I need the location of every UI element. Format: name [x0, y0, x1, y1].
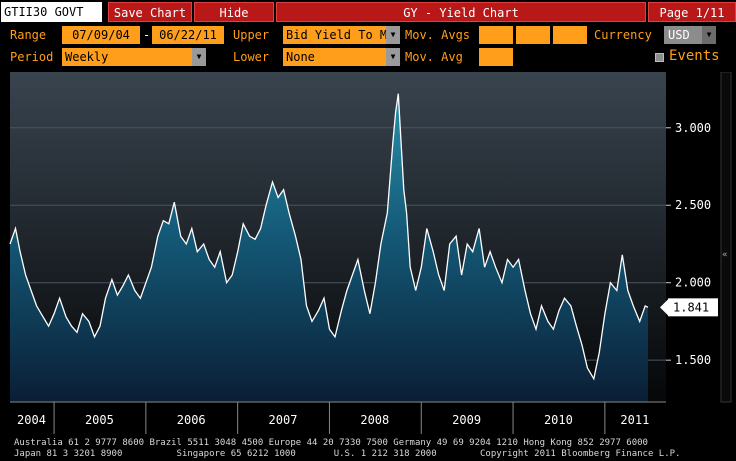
x-tick-label: 2005: [85, 413, 114, 427]
period-label: Period: [10, 50, 54, 64]
upper-dropdown-arrow-icon[interactable]: ▼: [386, 26, 400, 44]
mov-avg-field-2[interactable]: [516, 26, 550, 44]
period-dropdown-arrow-icon[interactable]: ▼: [192, 48, 206, 66]
y-tick-label: 1.500: [675, 353, 711, 367]
events-label: Events: [669, 48, 720, 64]
lower-label: Lower: [233, 50, 270, 64]
x-tick-label: 2011: [620, 413, 649, 427]
footer: Australia 61 2 9777 8600 Brazil 5511 304…: [0, 437, 736, 461]
top-bar: GTII30 GOVT Save Chart Hide GY - Yield C…: [0, 2, 736, 22]
scrollbar-track: [720, 72, 732, 403]
lower-dropdown-arrow-icon[interactable]: ▼: [386, 48, 400, 66]
mov-avg-field-3[interactable]: [553, 26, 587, 44]
x-tick-label: 2004: [17, 413, 46, 427]
hide-button[interactable]: Hide: [194, 2, 274, 22]
chart-title-bar: GY - Yield Chart: [276, 2, 646, 22]
x-axis: 2004 2005 2006 2007 2008 2009 2010 2011: [10, 401, 666, 434]
x-tick-label: 2006: [177, 413, 206, 427]
mov-avgs-label: Mov. Avgs: [405, 28, 471, 42]
last-value-label: 1.841: [673, 300, 709, 314]
range-label: Range: [10, 28, 47, 42]
x-tick-label: 2007: [269, 413, 298, 427]
last-value-box: [668, 298, 718, 317]
currency-select[interactable]: USD: [664, 26, 702, 44]
currency-label: Currency: [594, 28, 652, 42]
x-tick-label: 2009: [452, 413, 481, 427]
lower-select[interactable]: None: [283, 48, 386, 66]
last-value-pointer: [660, 299, 668, 316]
events-checkbox[interactable]: [655, 53, 664, 62]
mov-avg-label: Mov. Avg: [405, 50, 463, 64]
upper-label: Upper: [233, 28, 270, 42]
lower-mov-avg-field[interactable]: [479, 48, 513, 66]
yield-area: [10, 93, 648, 402]
scroll-arrow-icon: «: [722, 250, 728, 260]
x-tick-label: 2010: [544, 413, 573, 427]
save-chart-button[interactable]: Save Chart: [108, 2, 192, 22]
period-select[interactable]: Weekly: [62, 48, 192, 66]
security-ticker[interactable]: GTII30 GOVT: [1, 2, 102, 22]
x-tick-label: 2008: [360, 413, 389, 427]
y-axis: 3.000 2.500 2.000 1.500: [666, 121, 711, 367]
page-indicator[interactable]: Page 1/11: [648, 2, 736, 22]
mov-avg-field-1[interactable]: [479, 26, 513, 44]
footer-contacts-line-1: Australia 61 2 9777 8600 Brazil 5511 304…: [14, 438, 648, 448]
range-end-field[interactable]: 06/22/11: [152, 26, 224, 44]
y-tick-label: 3.000: [675, 121, 711, 135]
yield-line: [9, 93, 649, 381]
upper-select[interactable]: Bid Yield To Mat: [283, 26, 386, 44]
footer-contacts-line-2: Japan 81 3 3201 8900 Singapore 65 6212 1…: [14, 449, 681, 459]
currency-dropdown-arrow-icon[interactable]: ▼: [702, 26, 716, 44]
y-tick-label: 2.500: [675, 198, 711, 212]
last-value-marker: 1.841: [660, 298, 718, 317]
range-start-field[interactable]: 07/09/04: [62, 26, 140, 44]
range-separator: -: [143, 28, 151, 42]
y-tick-label: 2.000: [675, 276, 711, 290]
